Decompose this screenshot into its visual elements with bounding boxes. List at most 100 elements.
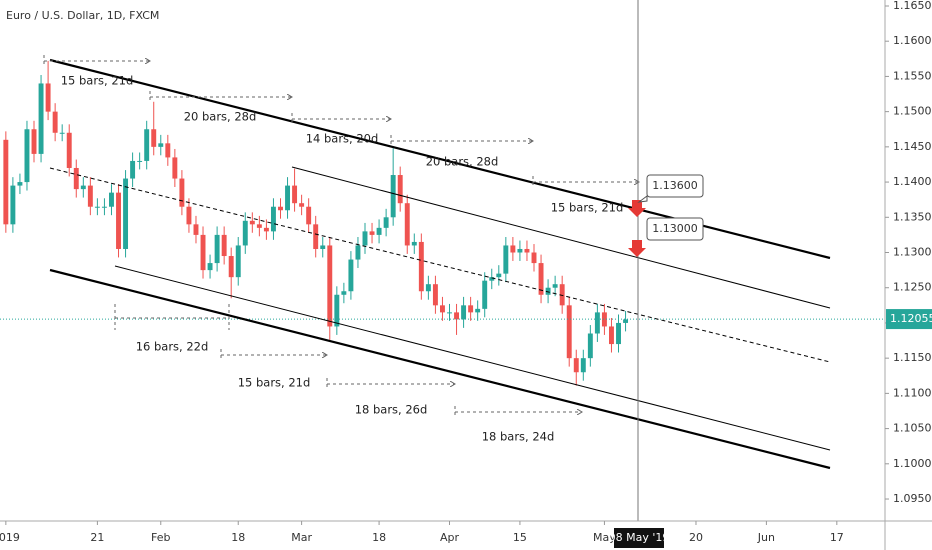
y-tick-label: 1.13500: [893, 210, 932, 223]
range-arrow: [326, 378, 455, 390]
callout-box: [646, 174, 704, 198]
candle-body: [299, 203, 305, 207]
y-tick-label: 1.16000: [893, 34, 932, 47]
range-arrow: [114, 304, 230, 330]
candle-body: [510, 245, 516, 253]
range-label: 18 bars, 26d: [355, 403, 428, 417]
candle-body: [263, 227, 269, 232]
candle-body: [587, 333, 593, 359]
candle-body: [355, 245, 361, 260]
candle-body: [503, 245, 509, 274]
candle-body: [418, 241, 424, 292]
candle-body: [489, 277, 495, 281]
candle-body: [10, 185, 16, 225]
candle-body: [193, 224, 199, 235]
date-ranges: 15 bars, 21d 20 bars, 28d 14 bars, 20d 2…: [43, 55, 639, 444]
chart-title: Euro / U.S. Dollar, 1D, FXCM: [6, 9, 159, 22]
candle-body: [101, 206, 107, 208]
trend-line: [49, 268, 831, 470]
candle-body: [24, 129, 30, 183]
y-tick-label: 1.14500: [893, 140, 932, 153]
candle-body: [609, 326, 614, 345]
candle-body: [116, 192, 121, 249]
candle-body: [404, 203, 410, 246]
candle-body: [369, 231, 375, 235]
candle-body: [334, 294, 340, 327]
trend-line: [114, 265, 831, 451]
candle-body: [38, 83, 44, 154]
candle-body: [362, 231, 368, 246]
cursor-label: 08 May '19: [609, 531, 670, 544]
candle-body: [292, 185, 298, 204]
x-tick-label: Apr: [440, 531, 460, 544]
candle-body: [313, 224, 319, 249]
candle-body: [341, 291, 347, 295]
x-tick-label: Feb: [151, 531, 170, 544]
last-price-box: [886, 309, 932, 330]
candle-body: [439, 305, 445, 313]
y-tick-label: 1.12500: [893, 281, 932, 294]
candle-body: [552, 284, 558, 288]
candle-body: [320, 245, 326, 249]
last-price-label: 1.12055: [890, 312, 932, 325]
cursor-label-box: [614, 528, 664, 548]
candle-body: [3, 139, 9, 225]
range-label: 18 bars, 24d: [482, 430, 555, 444]
trend-line: [49, 167, 831, 363]
candle-body: [425, 284, 431, 292]
candle-body: [242, 220, 248, 246]
x-tick-label: May: [593, 531, 616, 544]
range-arrow: [220, 349, 327, 361]
candle-body: [594, 312, 600, 334]
y-tick-label: 1.10000: [893, 457, 932, 470]
candle-body: [52, 111, 58, 133]
candle-body: [235, 245, 241, 278]
x-tick-label: Jun: [757, 531, 775, 544]
candle-body: [482, 280, 488, 309]
candle-body: [87, 185, 93, 207]
candle-body: [475, 308, 481, 313]
candle-body: [559, 284, 565, 306]
candle-body: [623, 319, 629, 323]
candle-body: [348, 259, 354, 292]
range-arrow: [454, 406, 582, 418]
callout-label: 1.13600: [652, 179, 698, 192]
candle-body: [207, 263, 213, 271]
candle-body: [468, 305, 474, 313]
drawings: 15 bars, 21d 20 bars, 28d 14 bars, 20d 2…: [43, 0, 831, 521]
candle-body: [172, 157, 178, 179]
y-tick-label: 1.14000: [893, 175, 932, 188]
candle-body: [130, 160, 136, 179]
y-tick-label: 1.15500: [893, 69, 932, 82]
candle-body: [45, 83, 51, 112]
range-label: 16 bars, 22d: [136, 340, 209, 354]
callout-label: 1.13000: [652, 222, 698, 235]
callout-pointer: [637, 195, 648, 203]
range-label: 15 bars, 21d: [551, 201, 624, 215]
candle-body: [601, 312, 607, 327]
candle-body: [221, 234, 227, 257]
candle-body: [306, 206, 312, 225]
candle-body: [94, 206, 100, 208]
candle-body: [278, 206, 283, 211]
candle-body: [137, 160, 143, 162]
arrow-down: [628, 200, 646, 217]
candle-body: [151, 129, 157, 147]
y-tick-label: 1.15000: [893, 105, 932, 118]
x-tick-label: 17: [830, 531, 844, 544]
x-tick-label: 21: [90, 531, 104, 544]
candle-body: [186, 206, 192, 225]
candle-body: [432, 284, 438, 306]
range-label: 14 bars, 20d: [306, 132, 379, 146]
candle-body: [496, 273, 502, 278]
candle-body: [397, 175, 403, 204]
x-tick-label: 18: [372, 531, 386, 544]
candle-body: [200, 234, 206, 271]
x-tick-label: 2019: [0, 531, 20, 544]
candle-body: [461, 305, 467, 320]
candle-body: [123, 178, 129, 249]
candle-body: [447, 312, 452, 314]
